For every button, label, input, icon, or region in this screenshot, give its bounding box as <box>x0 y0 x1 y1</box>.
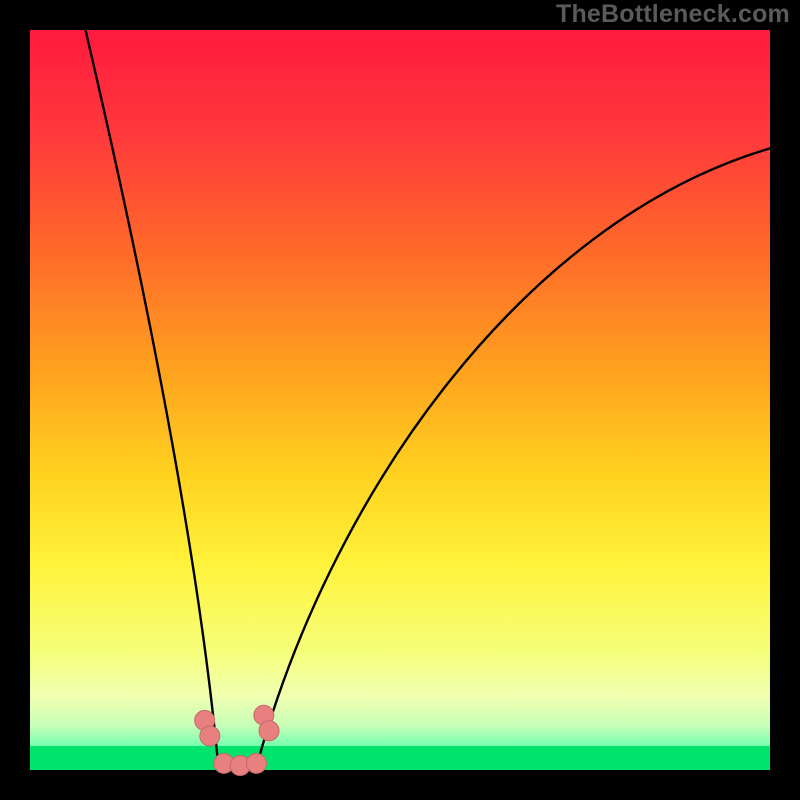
chart-stage: TheBottleneck.com <box>0 0 800 800</box>
marker-dot <box>200 726 220 746</box>
green-band <box>30 746 770 770</box>
gradient-background <box>30 30 770 770</box>
marker-dot <box>259 721 279 741</box>
watermark-text: TheBottleneck.com <box>556 0 790 29</box>
marker-dot <box>246 753 266 773</box>
chart-svg <box>0 0 800 800</box>
